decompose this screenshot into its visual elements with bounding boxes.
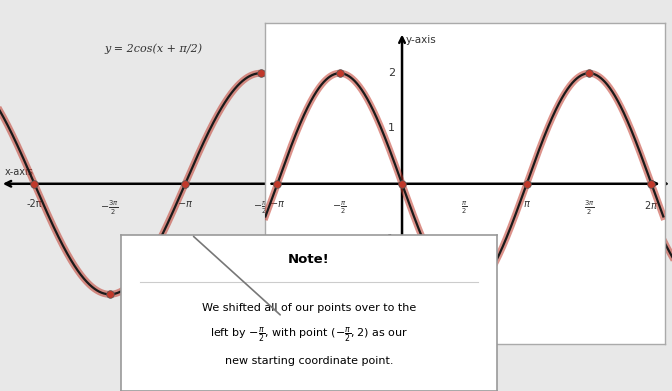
Text: x-axis: x-axis bbox=[5, 167, 34, 177]
Text: -2π: -2π bbox=[27, 199, 42, 209]
Text: left by $-\frac{\pi}{2}$, with point $(-\frac{\pi}{2},2)$ as our: left by $-\frac{\pi}{2}$, with point $(-… bbox=[210, 325, 408, 344]
Text: y-axis: y-axis bbox=[405, 35, 436, 45]
Text: $-\frac{\pi}{2}$: $-\frac{\pi}{2}$ bbox=[253, 199, 268, 216]
Text: $-\frac{\pi}{2}$: $-\frac{\pi}{2}$ bbox=[333, 199, 347, 216]
Text: $2\pi$: $2\pi$ bbox=[644, 199, 659, 211]
Text: 2: 2 bbox=[388, 68, 395, 78]
Text: 1: 1 bbox=[388, 124, 395, 133]
Text: $-\pi$: $-\pi$ bbox=[177, 199, 194, 209]
Text: -1: -1 bbox=[384, 234, 395, 244]
Text: y = 2cos(x + π/2): y = 2cos(x + π/2) bbox=[105, 43, 203, 54]
Text: new starting coordinate point.: new starting coordinate point. bbox=[225, 356, 393, 366]
Text: We shifted all of our points over to the: We shifted all of our points over to the bbox=[202, 303, 416, 313]
Text: $-\frac{3\pi}{2}$: $-\frac{3\pi}{2}$ bbox=[101, 199, 119, 217]
Text: $\pi$: $\pi$ bbox=[523, 199, 531, 209]
Text: Note!: Note! bbox=[288, 253, 330, 266]
Text: $\frac{\pi}{2}$: $\frac{\pi}{2}$ bbox=[461, 199, 468, 216]
Text: $-\pi$: $-\pi$ bbox=[269, 199, 286, 209]
Text: $\frac{3\pi}{2}$: $\frac{3\pi}{2}$ bbox=[584, 199, 594, 217]
Text: -2: -2 bbox=[384, 289, 395, 300]
